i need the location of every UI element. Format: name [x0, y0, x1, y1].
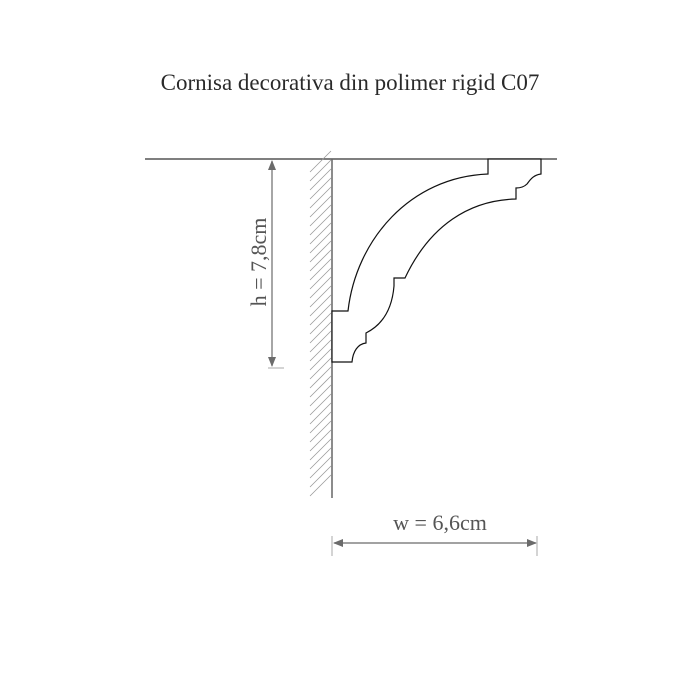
- hatch-line: [309, 429, 332, 452]
- width-label: w = 6,6cm: [393, 510, 487, 535]
- hatch-line: [309, 348, 332, 371]
- hatch-line: [309, 249, 332, 272]
- height-label: h = 7,8cm: [246, 218, 271, 307]
- hatch-line: [309, 339, 332, 362]
- hatch-line: [309, 411, 332, 434]
- hatch-line: [309, 231, 332, 254]
- cornice-profile: [331, 158, 542, 363]
- hatch-line: [309, 456, 332, 479]
- hatch-line: [309, 402, 332, 425]
- hatch-line: [309, 150, 332, 173]
- hatch-line: [309, 366, 332, 389]
- hatch-line: [309, 195, 332, 218]
- width-dimension: w = 6,6cm: [331, 510, 538, 556]
- hatch-line: [309, 276, 332, 299]
- hatch-line: [309, 438, 332, 461]
- hatch-line: [309, 384, 332, 407]
- hatch-line: [309, 321, 332, 344]
- hatch-line: [309, 357, 332, 380]
- hatch-line: [309, 465, 332, 488]
- hatch-line: [309, 204, 332, 227]
- height-dimension: h = 7,8cm: [246, 160, 284, 369]
- hatch-line: [309, 213, 332, 236]
- hatch-line: [309, 159, 332, 182]
- hatch-line: [309, 222, 332, 245]
- hatch-line: [309, 303, 332, 326]
- hatch-line: [309, 186, 332, 209]
- wall-hatch: [309, 150, 332, 497]
- hatch-line: [309, 420, 332, 443]
- hatch-line: [309, 393, 332, 416]
- hatch-line: [309, 312, 332, 335]
- hatch-line: [309, 168, 332, 191]
- hatch-line: [309, 240, 332, 263]
- hatch-line: [309, 258, 332, 281]
- hatch-line: [309, 177, 332, 200]
- hatch-line: [309, 294, 332, 317]
- hatch-line: [309, 447, 332, 470]
- hatch-line: [309, 330, 332, 353]
- hatch-line: [309, 285, 332, 308]
- hatch-line: [309, 375, 332, 398]
- diagram-title: Cornisa decorativa din polimer rigid C07: [160, 70, 540, 95]
- hatch-line: [309, 267, 332, 290]
- hatch-line: [309, 474, 332, 497]
